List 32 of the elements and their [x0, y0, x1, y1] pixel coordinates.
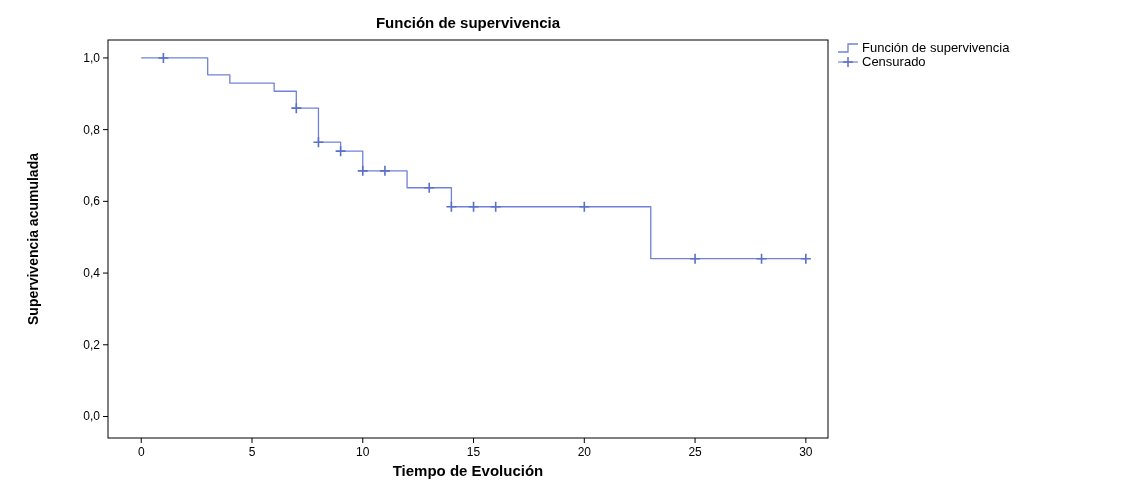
x-tick-label: 30	[799, 445, 813, 459]
y-tick-label: 0,8	[83, 122, 101, 137]
point	[800, 252, 812, 265]
point	[334, 145, 347, 157]
x-tick-label: 10	[356, 445, 370, 459]
point	[312, 136, 325, 148]
y-axis-title: Supervivencia acumulada	[25, 152, 41, 325]
legend-label: Censurado	[862, 54, 926, 69]
point	[578, 200, 591, 213]
y-tick-label: 0,4	[83, 266, 101, 281]
point	[290, 102, 303, 114]
point	[445, 200, 458, 213]
y-tick-label: 0,6	[83, 194, 101, 209]
x-tick-label: 15	[466, 445, 481, 459]
point	[489, 200, 502, 213]
point	[379, 165, 391, 177]
y-tick-label: 1,0	[83, 50, 101, 65]
chart-title: Función de supervivencia	[375, 14, 561, 31]
x-tick-label: 20	[577, 445, 592, 459]
point	[157, 52, 170, 64]
x-tick-label: 0	[137, 445, 145, 459]
y-tick-label: 0,0	[83, 409, 101, 424]
x-axis-title: Tiempo de Evolución	[392, 462, 544, 479]
point	[356, 165, 369, 177]
y-tick-label: 0,2	[83, 337, 101, 352]
point	[689, 252, 701, 265]
point	[467, 200, 480, 213]
point	[423, 181, 436, 194]
x-tick-label: 5	[248, 445, 256, 459]
legend-label: Función de supervivencia	[862, 40, 1011, 55]
x-tick-label: 25	[688, 445, 703, 459]
point	[755, 252, 768, 265]
